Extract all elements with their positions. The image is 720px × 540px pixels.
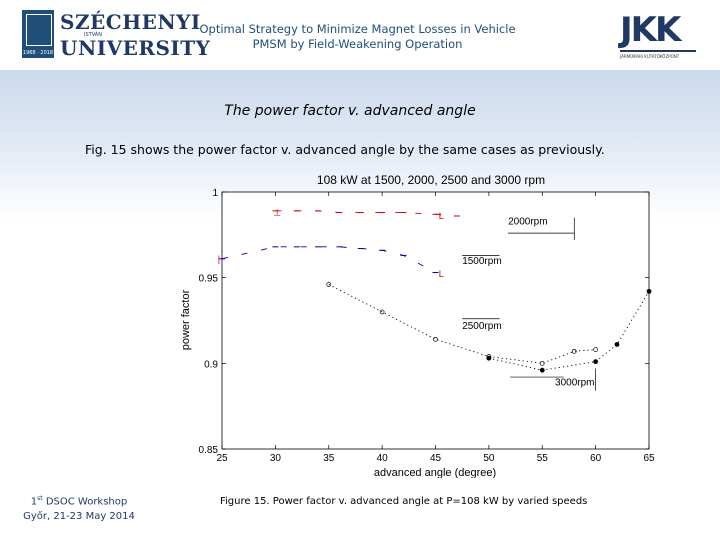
annotation-label: 3000rpm — [555, 378, 594, 389]
data-point-3000rpm — [646, 288, 652, 294]
chart-svg: 108 kW at 1500, 2000, 2500 and 3000 rpm … — [180, 173, 655, 479]
marker-glyph: | — [218, 254, 220, 264]
x-tick-label: 50 — [483, 453, 495, 464]
university-name-line2: UNIVERSITY — [60, 36, 211, 60]
marker-glyph: ⊥ — [273, 208, 281, 218]
y-tick-label: 0.85 — [199, 445, 219, 456]
header-bar: 1968 · 2018 SZÉCHENYI ISTVÁN UNIVERSITY … — [0, 0, 720, 70]
jkk-subtitle: JÁRMŰIPARI KUTATÓKÖZPONT — [620, 54, 680, 59]
slide-body-text: Fig. 15 shows the power factor v. advanc… — [85, 142, 605, 157]
university-years: 1968 · 2018 — [22, 50, 54, 56]
data-point-3000rpm — [486, 355, 492, 361]
data-point-2500rpm — [593, 347, 598, 352]
footer-place-date: Győr, 21-23 May 2014 — [23, 511, 135, 523]
marker-glyph: L — [439, 211, 444, 221]
chart-title: 108 kW at 1500, 2000, 2500 and 3000 rpm — [317, 173, 545, 187]
slide-title: The power factor v. advanced angle — [224, 103, 476, 119]
annotation-label: 2000rpm — [508, 217, 547, 228]
x-tick-label: 65 — [643, 453, 655, 464]
university-logo: 1968 · 2018 SZÉCHENYI ISTVÁN UNIVERSITY — [22, 10, 210, 62]
annotation-label: 1500rpm — [462, 256, 501, 267]
series-line-2500rpm — [328, 284, 596, 364]
data-point-3000rpm — [539, 367, 545, 373]
y-tick-label: 1 — [212, 188, 218, 199]
footer-workshop-name: DSOC Workshop — [45, 496, 128, 508]
jkk-logo: JKK JÁRMŰIPARI KUTATÓKÖZPONT — [620, 10, 700, 62]
data-point-2500rpm — [433, 336, 438, 342]
x-axis-label: advanced angle (degree) — [374, 467, 496, 478]
x-tick-label: 40 — [377, 453, 389, 464]
y-tick-label: 0.9 — [204, 359, 218, 370]
footer-workshop-number: 1 — [30, 496, 38, 508]
power-factor-chart: 108 kW at 1500, 2000, 2500 and 3000 rpm … — [175, 168, 670, 479]
university-name-small: ISTVÁN — [84, 32, 102, 38]
jkk-letters: JKK — [620, 10, 681, 50]
footer-workshop: 1st DSOC Workshop Győr, 21-23 May 2014 — [14, 491, 144, 524]
y-tick-label: 0.95 — [199, 274, 219, 285]
y-axis-label: power factor — [180, 289, 192, 350]
marker-glyph: L — [439, 269, 444, 279]
university-name-line1: SZÉCHENYI — [60, 10, 201, 34]
data-point-2500rpm — [539, 360, 545, 366]
plot-area — [221, 191, 650, 450]
x-tick-label: 60 — [590, 453, 602, 464]
data-point-3000rpm — [593, 359, 599, 365]
x-tick-label: 55 — [537, 453, 549, 464]
x-tick-label: 30 — [270, 453, 282, 464]
x-tick-label: 45 — [430, 453, 442, 464]
university-crest-icon: 1968 · 2018 — [22, 10, 54, 58]
x-tick-label: 35 — [323, 453, 335, 464]
presentation-title: Optimal Strategy to Minimize Magnet Loss… — [199, 22, 516, 51]
series-line-1500rpm — [221, 246, 436, 273]
figure-caption: Figure 15. Power factor v. advanced angl… — [220, 496, 588, 507]
footer-workshop-sup: st — [37, 495, 43, 502]
data-point-2500rpm — [379, 309, 385, 315]
data-point-2500rpm — [571, 348, 577, 354]
data-point-3000rpm — [614, 342, 620, 347]
annotation-label: 2500rpm — [462, 321, 501, 332]
data-point-2500rpm — [326, 282, 332, 287]
x-tick-label: 25 — [216, 453, 228, 464]
